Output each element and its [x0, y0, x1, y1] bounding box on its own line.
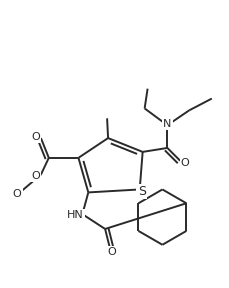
Text: O: O — [180, 158, 189, 168]
Text: O: O — [107, 247, 116, 257]
Text: HN: HN — [67, 210, 84, 220]
Text: S: S — [137, 185, 145, 198]
Text: O: O — [31, 170, 40, 181]
Text: O: O — [13, 190, 22, 199]
Text: O: O — [31, 132, 40, 142]
Text: N: N — [162, 119, 171, 129]
